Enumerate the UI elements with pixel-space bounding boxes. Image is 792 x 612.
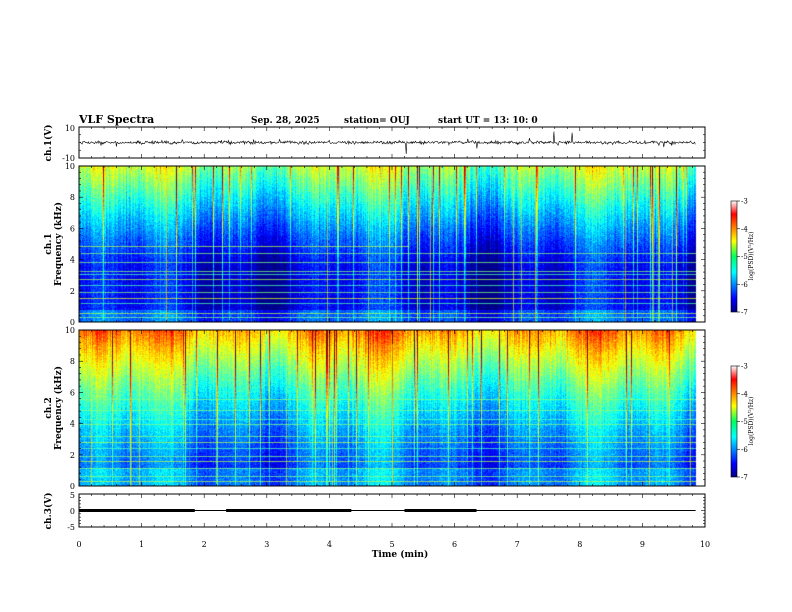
time-tick-label: 6	[452, 540, 457, 549]
colorbar-ch1-label: log(PSD)(V²/Hz)	[748, 232, 755, 281]
colorbar-ch1: -3 -4 -5 -6 -7 log(PSD)(V²/Hz)	[730, 198, 755, 317]
panel-ch3-signal: 5 0 -5 ch.3(V) 0 1 2 3 4 5 6 7 8 9 10 Time (min)	[43, 491, 710, 560]
ch3-ticks	[78, 493, 706, 528]
colorbar-tick-label: -3	[741, 363, 748, 371]
colorbar-tick-label: -6	[741, 446, 748, 454]
time-tick-label: 1	[139, 540, 144, 549]
spec1-ytick-labels: 0 2 4 6 8 10	[65, 162, 75, 327]
y-tick-label: 6	[70, 224, 75, 233]
colorbar-ch2-ticks: -3 -4 -5 -6 -7	[737, 363, 748, 482]
spec1-ylabel: Frequency (kHz)	[53, 202, 64, 286]
time-tick-label: 5	[389, 540, 394, 549]
colorbar-tick-label: -3	[741, 198, 748, 206]
figure-title: VLF Spectra	[78, 113, 154, 126]
y-tick-label: 4	[70, 256, 75, 265]
time-axis-tick-labels: 0 1 2 3 4 5 6 7 8 9 10	[76, 540, 710, 549]
colorbar-tick-label: -5	[741, 253, 748, 261]
y-tick-label: 6	[70, 388, 75, 397]
ch3-ylabel: ch.3(V)	[43, 493, 54, 530]
ch3-ytick-top: 5	[70, 491, 75, 500]
y-tick-label: 8	[70, 193, 75, 202]
ch1-waveform-line	[79, 131, 696, 155]
spec2-image	[79, 330, 705, 486]
colorbar-tick-label: -6	[741, 281, 748, 289]
time-tick-label: 7	[515, 540, 520, 549]
spec1-ylabel-channel: ch.1	[44, 233, 54, 254]
time-tick-label: 8	[577, 540, 582, 549]
time-tick-label: 2	[202, 540, 207, 549]
panel-ch2-spectrogram: 0 2 4 6 8 10 ch.2 Frequency (kHz)	[44, 326, 706, 491]
spec2-ylabel: Frequency (kHz)	[53, 366, 64, 450]
time-tick-label: 0	[76, 540, 81, 549]
panel-ch1-waveform: 10 -10 ch.1(V)	[43, 124, 706, 163]
y-tick-label: 2	[70, 451, 75, 460]
time-tick-label: 10	[700, 540, 710, 549]
time-axis-label: Time (min)	[372, 549, 429, 560]
ch1-ytick-bottom: -10	[62, 154, 75, 163]
time-tick-label: 3	[264, 540, 269, 549]
colorbar-ch1-ticks: -3 -4 -5 -6 -7	[737, 198, 748, 317]
spec2-ticks	[78, 329, 706, 487]
colorbar-ch2-scale	[730, 365, 738, 478]
ch1-ytick-top: 10	[65, 124, 75, 133]
colorbar-ch1-scale	[730, 200, 738, 313]
ch1-ticks	[78, 126, 706, 159]
spec2-ytick-labels: 0 2 4 6 8 10	[65, 326, 75, 491]
ch3-thick-segments	[79, 509, 477, 512]
time-tick-label: 4	[327, 540, 332, 549]
y-tick-label: 0	[70, 482, 75, 491]
ch3-ytick-mid: 0	[70, 507, 75, 516]
y-tick-label: 8	[70, 357, 75, 366]
y-tick-label: 2	[70, 287, 75, 296]
colorbar-ch2-label: log(PSD)(V²/Hz)	[748, 397, 755, 446]
colorbar-tick-label: -4	[741, 390, 748, 398]
colorbar-ch2: -3 -4 -5 -6 -7 log(PSD)(V²/Hz)	[730, 363, 755, 482]
colorbar-tick-label: -7	[741, 474, 748, 482]
ch3-thick-segment	[79, 509, 195, 512]
ch3-thick-segment	[404, 509, 477, 512]
header-date: Sep. 28, 2025	[251, 116, 320, 126]
spec1-ticks	[78, 165, 706, 323]
y-tick-label: 0	[70, 318, 75, 327]
panel-ch1-spectrogram: 0 2 4 6 8 10 ch.1 Frequency (kHz)	[44, 162, 706, 327]
spec1-image	[79, 166, 705, 322]
y-tick-label: 10	[65, 326, 75, 335]
header-station: station= OUJ	[344, 116, 410, 126]
header-start-time: start UT = 13: 10: 0	[438, 116, 538, 126]
ch1-ylabel: ch.1(V)	[43, 125, 54, 162]
colorbar-tick-label: -4	[741, 225, 748, 233]
colorbar-tick-label: -5	[741, 418, 748, 426]
spec2-ylabel-channel: ch.2	[44, 397, 54, 418]
colorbar-tick-label: -7	[741, 309, 748, 317]
y-tick-label: 4	[70, 420, 75, 429]
time-tick-label: 9	[640, 540, 645, 549]
ch3-ytick-bottom: -5	[67, 523, 75, 532]
y-tick-label: 10	[65, 162, 75, 171]
ch3-thick-segment	[226, 509, 352, 512]
